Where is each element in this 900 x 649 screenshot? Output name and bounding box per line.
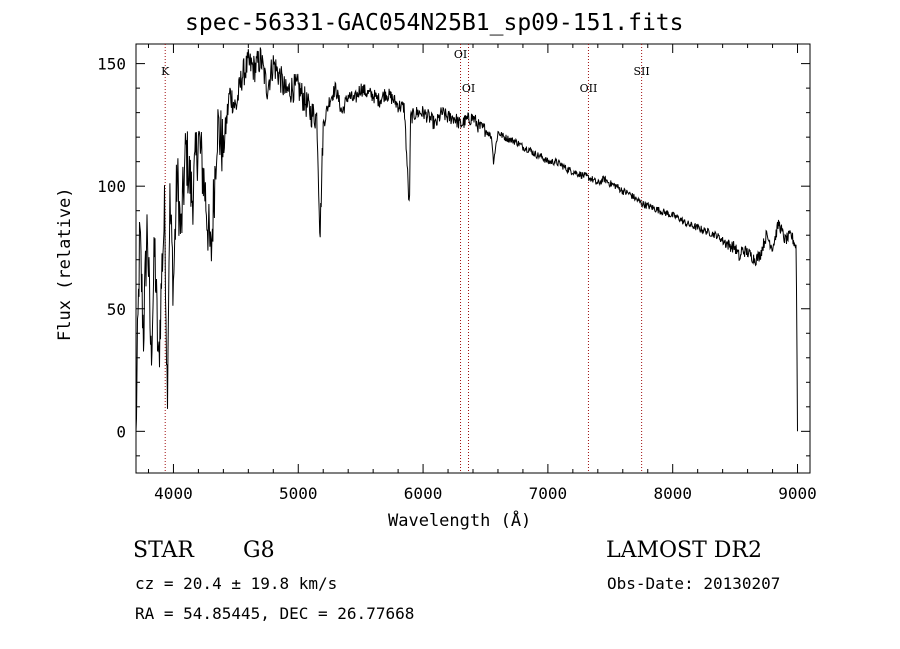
object-subclass: G8	[243, 538, 275, 563]
redshift-velocity: cz = 20.4 ± 19.8 km/s	[135, 574, 338, 593]
sky-coordinates: RA = 54.85445, DEC = 26.77668	[135, 604, 415, 623]
line-marker-label: K	[161, 65, 170, 78]
x-tick-label: 8000	[653, 484, 692, 503]
line-marker-label: OII	[580, 82, 598, 95]
x-axis-label: Wavelength (Å)	[388, 511, 532, 531]
y-tick-label: 150	[97, 55, 126, 74]
y-tick-label: 100	[97, 177, 126, 196]
line-marker-label: OI	[454, 48, 467, 61]
axes: 4000 5000 6000 7000 8000 9000 0 50 100 150	[97, 43, 817, 503]
y-tick-label: 0	[116, 422, 126, 441]
object-class: STAR	[133, 538, 194, 563]
y-axis-label: Flux (relative)	[55, 187, 75, 341]
line-marker-label: SII	[634, 65, 650, 78]
x-tick-label: 9000	[778, 484, 817, 503]
survey-label: LAMOST DR2	[606, 538, 762, 563]
spectrum-line	[135, 47, 798, 432]
observation-date: Obs-Date: 20130207	[607, 574, 781, 593]
chart-title: spec-56331-GAC054N25B1_sp09-151.fits	[185, 10, 684, 36]
plot-frame	[135, 43, 811, 474]
x-tick-label: 7000	[529, 484, 568, 503]
line-marker-label: OI	[462, 82, 475, 95]
x-tick-label: 5000	[279, 484, 318, 503]
x-tick-label: 6000	[404, 484, 443, 503]
x-tick-label: 4000	[154, 484, 193, 503]
line-markers: K OI OI OII SII	[161, 44, 650, 473]
y-tick-label: 50	[107, 300, 126, 319]
spectrum-series	[135, 47, 798, 432]
